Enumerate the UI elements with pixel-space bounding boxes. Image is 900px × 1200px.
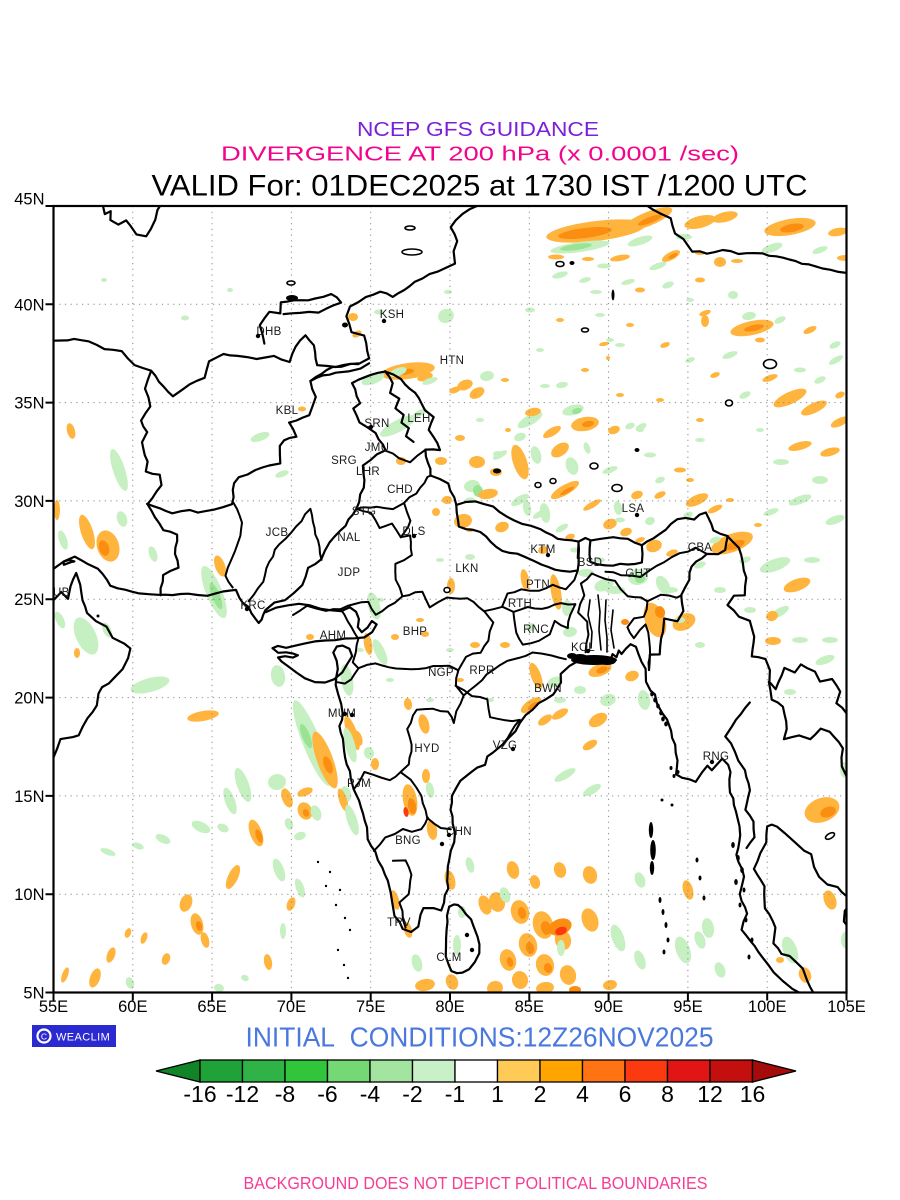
- svg-text:NCEP GFS GUIDANCE: NCEP GFS GUIDANCE: [357, 119, 599, 141]
- svg-text:JCB: JCB: [266, 527, 289, 539]
- svg-text:12: 12: [697, 1081, 723, 1107]
- svg-text:-8: -8: [275, 1081, 295, 1107]
- svg-text:45N: 45N: [14, 191, 44, 209]
- svg-text:90E: 90E: [594, 998, 623, 1016]
- svg-text:65E: 65E: [197, 998, 226, 1016]
- svg-text:CBA: CBA: [688, 542, 713, 554]
- svg-text:BNG: BNG: [395, 835, 421, 847]
- svg-text:RTH: RTH: [508, 598, 532, 610]
- svg-text:100E: 100E: [748, 998, 787, 1016]
- svg-text:NGP: NGP: [428, 667, 454, 679]
- svg-text:5N: 5N: [23, 985, 44, 1003]
- svg-text:15N: 15N: [14, 788, 44, 806]
- svg-text:JDP: JDP: [338, 567, 361, 579]
- svg-text:BWN: BWN: [534, 683, 562, 695]
- svg-text:LKN: LKN: [455, 563, 478, 575]
- svg-text:KTM: KTM: [530, 544, 555, 556]
- svg-text:C: C: [41, 1032, 47, 1042]
- svg-text:1: 1: [491, 1081, 504, 1107]
- svg-text:-4: -4: [360, 1081, 381, 1107]
- svg-text:BSD: BSD: [578, 557, 603, 569]
- svg-text:JMU: JMU: [365, 442, 390, 454]
- svg-text:20N: 20N: [14, 690, 44, 708]
- svg-text:SRG: SRG: [331, 455, 357, 467]
- svg-text:8: 8: [661, 1081, 674, 1107]
- svg-text:LEH: LEH: [407, 413, 430, 425]
- svg-text:STG: STG: [352, 506, 377, 518]
- svg-text:RNC: RNC: [523, 624, 549, 636]
- svg-text:KBL: KBL: [276, 405, 299, 417]
- svg-text:INITIAL CONDITIONS:12Z26NOV20: INITIAL CONDITIONS:12Z26NOV2025: [246, 1022, 714, 1053]
- svg-text:LHR: LHR: [356, 466, 380, 478]
- svg-text:VALID For: 01DEC2025 at 1730 I: VALID For: 01DEC2025 at 1730 IST /1200 U…: [152, 170, 808, 203]
- svg-text:75E: 75E: [356, 998, 385, 1016]
- svg-text:-6: -6: [317, 1081, 337, 1107]
- svg-text:55E: 55E: [39, 998, 68, 1016]
- svg-text:HTN: HTN: [440, 355, 465, 367]
- svg-text:GHT: GHT: [625, 568, 650, 580]
- svg-text:10N: 10N: [14, 886, 44, 904]
- svg-text:BHP: BHP: [403, 626, 428, 638]
- svg-text:6: 6: [619, 1081, 632, 1107]
- svg-text:4: 4: [576, 1081, 589, 1107]
- svg-text:BACKGROUND DOES NOT DEPICT POL: BACKGROUND DOES NOT DEPICT POLITICAL BOU…: [244, 1173, 708, 1193]
- svg-text:RNG: RNG: [703, 751, 729, 763]
- svg-text:16: 16: [740, 1081, 766, 1107]
- svg-text:80E: 80E: [435, 998, 464, 1016]
- svg-text:DIVERGENCE AT 200 hPa (x 0.000: DIVERGENCE AT 200 hPa (x 0.0001 /sec): [221, 143, 739, 166]
- svg-text:CHD: CHD: [387, 484, 413, 496]
- svg-text:-12: -12: [226, 1081, 259, 1107]
- svg-text:AHM: AHM: [320, 630, 346, 642]
- svg-text:30N: 30N: [14, 493, 44, 511]
- svg-text:LSA: LSA: [622, 503, 645, 515]
- svg-text:40N: 40N: [14, 296, 44, 314]
- svg-text:WEACLIM: WEACLIM: [56, 1032, 110, 1044]
- svg-text:KRC: KRC: [240, 600, 265, 612]
- svg-text:PTN: PTN: [526, 579, 550, 591]
- svg-text:85E: 85E: [515, 998, 544, 1016]
- svg-text:DHB: DHB: [256, 326, 281, 338]
- svg-text:25N: 25N: [14, 591, 44, 609]
- svg-text:95E: 95E: [673, 998, 702, 1016]
- svg-text:KSH: KSH: [380, 309, 405, 321]
- svg-text:-1: -1: [445, 1081, 465, 1107]
- svg-text:PJM: PJM: [347, 778, 371, 790]
- svg-text:SRN: SRN: [364, 418, 389, 430]
- svg-text:60E: 60E: [118, 998, 147, 1016]
- svg-text:105E: 105E: [827, 998, 866, 1016]
- svg-text:HYD: HYD: [414, 743, 439, 755]
- svg-text:35N: 35N: [14, 395, 44, 413]
- svg-text:RPR: RPR: [469, 665, 494, 677]
- svg-text:DLS: DLS: [402, 526, 425, 538]
- svg-text:TRV: TRV: [387, 917, 411, 929]
- svg-text:-16: -16: [183, 1081, 216, 1107]
- svg-text:KOL: KOL: [571, 642, 595, 654]
- svg-text:DUB: DUB: [44, 587, 69, 599]
- svg-text:70E: 70E: [277, 998, 306, 1016]
- svg-text:NAL: NAL: [337, 532, 361, 544]
- svg-text:CLM: CLM: [436, 952, 461, 964]
- svg-text:MUM: MUM: [328, 708, 356, 720]
- svg-text:2: 2: [534, 1081, 547, 1107]
- svg-text:CHN: CHN: [446, 826, 472, 838]
- svg-text:-2: -2: [402, 1081, 422, 1107]
